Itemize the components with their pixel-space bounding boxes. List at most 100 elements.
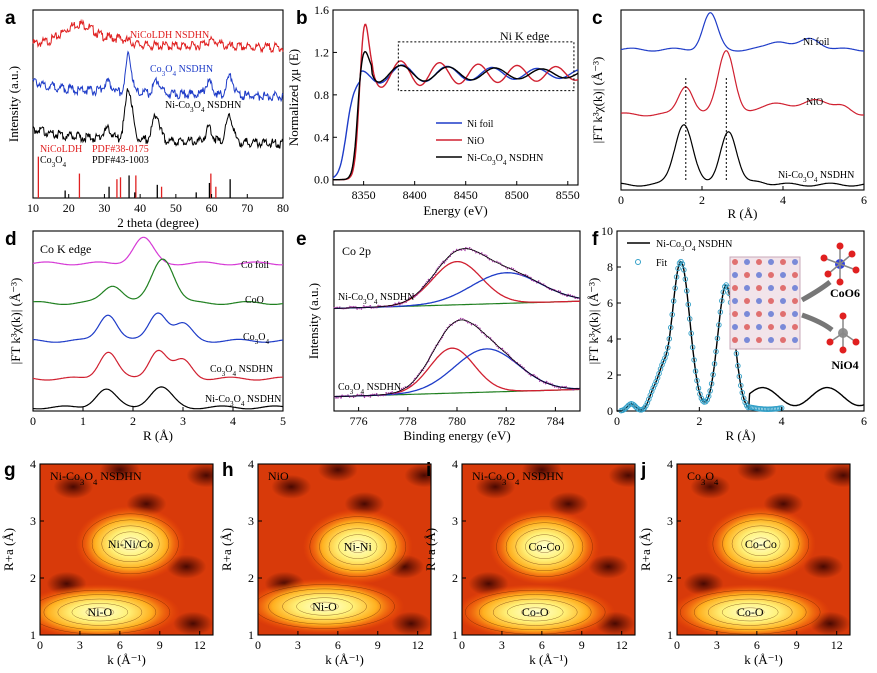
fit-point	[667, 324, 674, 331]
fit-point	[739, 389, 746, 396]
text-part: 4	[241, 400, 245, 408]
atom	[792, 337, 798, 343]
y-tick-label: 4	[248, 457, 254, 471]
text-part: -	[125, 155, 128, 166]
low-intensity-region	[736, 464, 777, 482]
atom	[744, 337, 750, 343]
y-tick-label: 6	[607, 296, 613, 310]
x-tick-label: 20	[63, 201, 75, 215]
x-tick-label: 12	[616, 638, 628, 652]
fit-point	[707, 388, 713, 394]
text-part: Ni-Co	[467, 153, 492, 164]
fit-point	[719, 298, 725, 304]
fit-point	[676, 260, 683, 266]
x-tick-label: 1	[80, 414, 86, 428]
text-part: Co	[243, 332, 255, 343]
fit-point	[736, 373, 743, 380]
fit-point	[643, 403, 649, 409]
contour-line	[707, 598, 793, 626]
contour-line	[111, 531, 150, 557]
fit-point	[742, 399, 748, 406]
series-line-Co3O4-NSDHN	[32, 50, 284, 103]
fit-point	[708, 380, 715, 387]
fit-point	[665, 344, 671, 351]
zoom-box	[397, 41, 575, 92]
text-part: O	[165, 64, 172, 75]
legend-label: NiCoLDH NSDHN	[130, 30, 209, 41]
fit-point	[735, 363, 741, 369]
inset-label: CoO6	[830, 286, 860, 300]
x-tick-label: 12	[194, 638, 206, 652]
fit-point	[733, 350, 740, 357]
chart-title: Ni K edge	[500, 29, 549, 43]
x-axis-label: Energy (eV)	[423, 203, 487, 218]
series-line-Ni-foil	[620, 12, 864, 52]
atom	[732, 298, 738, 304]
fit-point	[666, 336, 673, 342]
legend-label: Co3O4 NSDHN	[150, 64, 213, 78]
o-atom	[839, 346, 847, 354]
atom	[792, 311, 798, 317]
arrow	[801, 312, 834, 332]
text-part: 3	[350, 388, 354, 396]
intensity-peak	[462, 584, 616, 635]
text-part: PDF#	[92, 155, 115, 166]
contour-line	[71, 603, 129, 622]
text-part: Ni-Co	[472, 469, 502, 483]
series-line-Co-foil	[32, 236, 283, 266]
x-tick-label: 12	[412, 638, 424, 652]
atom	[780, 311, 786, 317]
component-peak	[334, 272, 581, 310]
x-tick-label: 40	[134, 201, 146, 215]
atom	[744, 324, 750, 330]
text-part: NiO	[806, 97, 823, 108]
y-axis-label: Intensity (a.u.)	[306, 283, 321, 359]
atom	[792, 285, 798, 291]
atom	[732, 311, 738, 317]
fit-envelope	[334, 248, 581, 309]
x-tick-label: 6	[861, 414, 867, 428]
text-part: NSDHN	[244, 394, 281, 405]
fit-point	[691, 357, 697, 363]
contour-line	[693, 594, 807, 631]
x-axis-label: Binding energy (eV)	[403, 428, 510, 443]
low-intensity-region	[803, 554, 844, 579]
text-part: 3	[363, 298, 367, 306]
text-part: Co	[40, 155, 52, 166]
low-intensity-region	[404, 464, 431, 488]
plot-frame	[39, 463, 214, 636]
x-tick-label: 9	[157, 638, 163, 652]
x-axis-label: R (Å)	[143, 428, 173, 443]
y-tick-label: 0	[607, 404, 613, 418]
plot-frame	[616, 230, 865, 412]
atom	[780, 259, 786, 265]
contour-line	[506, 603, 564, 622]
peak-label: Ni-Ni	[344, 540, 373, 554]
chart-title: Co 2p	[342, 244, 371, 258]
text-part: 1003	[129, 155, 149, 166]
contour-line	[679, 589, 821, 635]
fit-point	[713, 348, 719, 355]
contour-line	[505, 522, 584, 571]
text-part: 3	[230, 400, 234, 408]
text-part: NSDHN	[519, 469, 564, 483]
o-atom	[820, 254, 828, 262]
fit-point	[640, 406, 646, 412]
fit-point	[675, 265, 681, 272]
low-intensity-region	[391, 611, 431, 635]
text-part: O	[506, 469, 515, 483]
series-line-NiO	[333, 23, 579, 181]
x-tick-label: 8350	[352, 188, 376, 202]
x-tick-label: 0	[618, 193, 624, 207]
text-part: Ni foil	[803, 37, 830, 48]
x-tick-label: 0	[30, 414, 36, 428]
text-part: -	[125, 144, 128, 155]
x-tick-label: 782	[497, 414, 515, 428]
x-tick-label: 3	[714, 638, 720, 652]
y-axis-label: R+a (Å)	[423, 528, 438, 571]
fit-point	[686, 316, 693, 322]
series-line-Ni-Co3O4-NSDHN	[32, 386, 284, 410]
text-part: Co	[150, 64, 162, 75]
